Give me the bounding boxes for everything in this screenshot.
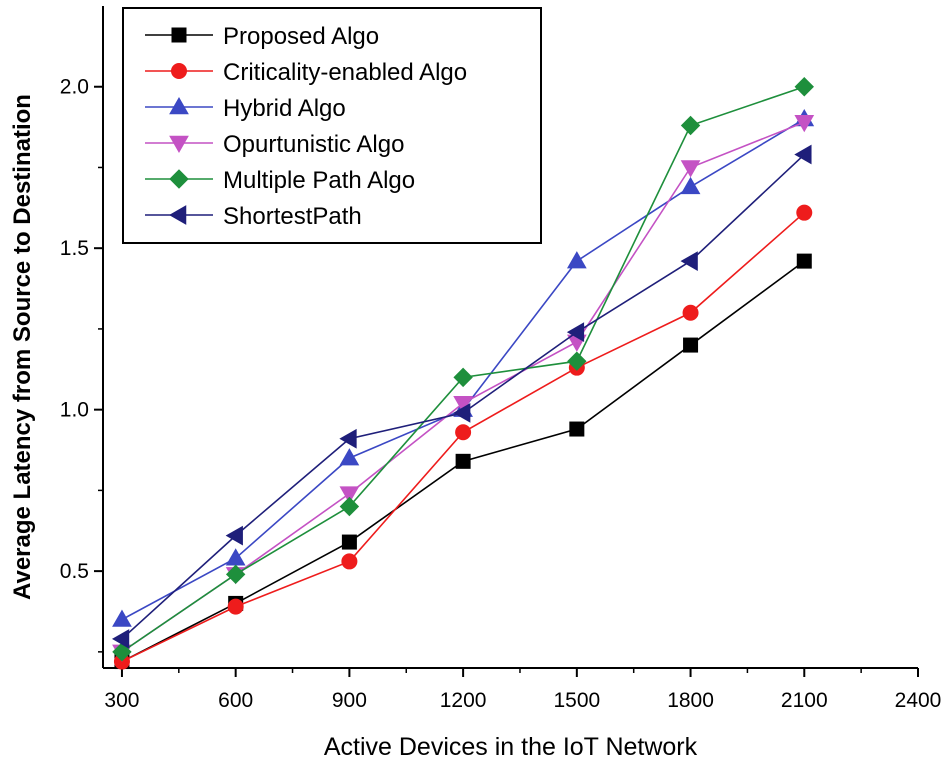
data-point	[112, 642, 132, 662]
data-point	[680, 176, 701, 195]
x-axis-title: Active Devices in the IoT Network	[324, 733, 698, 761]
x-tick-label: 1500	[553, 689, 600, 712]
x-tick-label: 2100	[781, 689, 828, 712]
legend-marker	[171, 63, 187, 79]
y-tick-label: 2.0	[60, 76, 89, 99]
legend-marker	[169, 96, 189, 115]
legend-entry: ShortestPath	[145, 203, 362, 230]
x-tick-label: 300	[104, 689, 139, 712]
legend-label: ShortestPath	[223, 203, 362, 230]
series-proposed-algo	[114, 253, 812, 670]
data-point	[341, 553, 358, 570]
legend-marker	[171, 27, 187, 43]
data-point	[225, 525, 243, 546]
legend-entry: Opurtunistic Algo	[145, 131, 404, 158]
data-point	[566, 322, 585, 343]
x-tick-label: 1800	[667, 689, 714, 712]
data-point	[680, 160, 701, 178]
x-tick-label: 1200	[440, 689, 487, 712]
data-point	[567, 351, 587, 371]
data-point	[225, 564, 246, 585]
series-criticality-enabled-algo	[113, 204, 813, 670]
data-point	[794, 115, 815, 133]
data-point	[680, 251, 698, 271]
data-point	[796, 253, 812, 269]
legend: Proposed Algo Criticality-enabled Algo Hyb…	[122, 7, 542, 244]
data-point	[455, 424, 472, 441]
data-point	[453, 403, 471, 423]
data-point	[341, 534, 357, 550]
x-tick-label: 900	[332, 689, 367, 712]
legend-box	[122, 7, 542, 244]
axes	[102, 6, 918, 669]
data-point	[566, 251, 587, 269]
data-point	[225, 548, 246, 566]
legend-marker	[169, 169, 189, 189]
legend-marker	[168, 205, 187, 225]
legend-label: Proposed Algo	[223, 23, 379, 50]
data-point	[794, 77, 814, 97]
x-tick-label: 600	[218, 689, 253, 712]
data-point	[111, 629, 130, 649]
legend-label: Opurtunistic Algo	[223, 131, 404, 158]
legend-label: Multiple Path Algo	[223, 167, 415, 194]
data-point	[453, 395, 473, 414]
data-point	[227, 598, 244, 615]
data-point	[455, 453, 471, 469]
data-point	[794, 144, 812, 165]
y-axis-title: Average Latency from Source to Destinati…	[9, 94, 36, 600]
x-tick-label: 2400	[895, 689, 942, 712]
y-tick-label: 0.5	[60, 560, 89, 583]
data-point	[569, 421, 585, 437]
data-point	[682, 304, 699, 321]
data-point	[112, 609, 132, 627]
data-point	[453, 367, 473, 388]
series-multiple-path-algo	[112, 77, 814, 662]
legend-label: Hybrid Algo	[223, 95, 346, 122]
y-tick-label: 1.0	[60, 399, 89, 422]
data-point	[796, 204, 813, 221]
legend-entry: Multiple Path Algo	[145, 167, 415, 194]
data-point	[339, 428, 357, 449]
data-point	[680, 115, 701, 136]
y-tick-label: 1.5	[60, 237, 89, 260]
legend-marker	[169, 135, 189, 154]
data-point	[339, 496, 360, 517]
legend-label: Criticality-enabled Algo	[223, 59, 467, 86]
data-point	[683, 337, 699, 353]
data-point	[339, 448, 360, 466]
data-point	[339, 486, 360, 504]
series-shortestpath	[111, 144, 812, 649]
legend-entry: Proposed Algo	[145, 23, 379, 50]
legend-entry: Criticality-enabled Algo	[145, 59, 467, 86]
legend-entry: Hybrid Algo	[145, 95, 346, 122]
